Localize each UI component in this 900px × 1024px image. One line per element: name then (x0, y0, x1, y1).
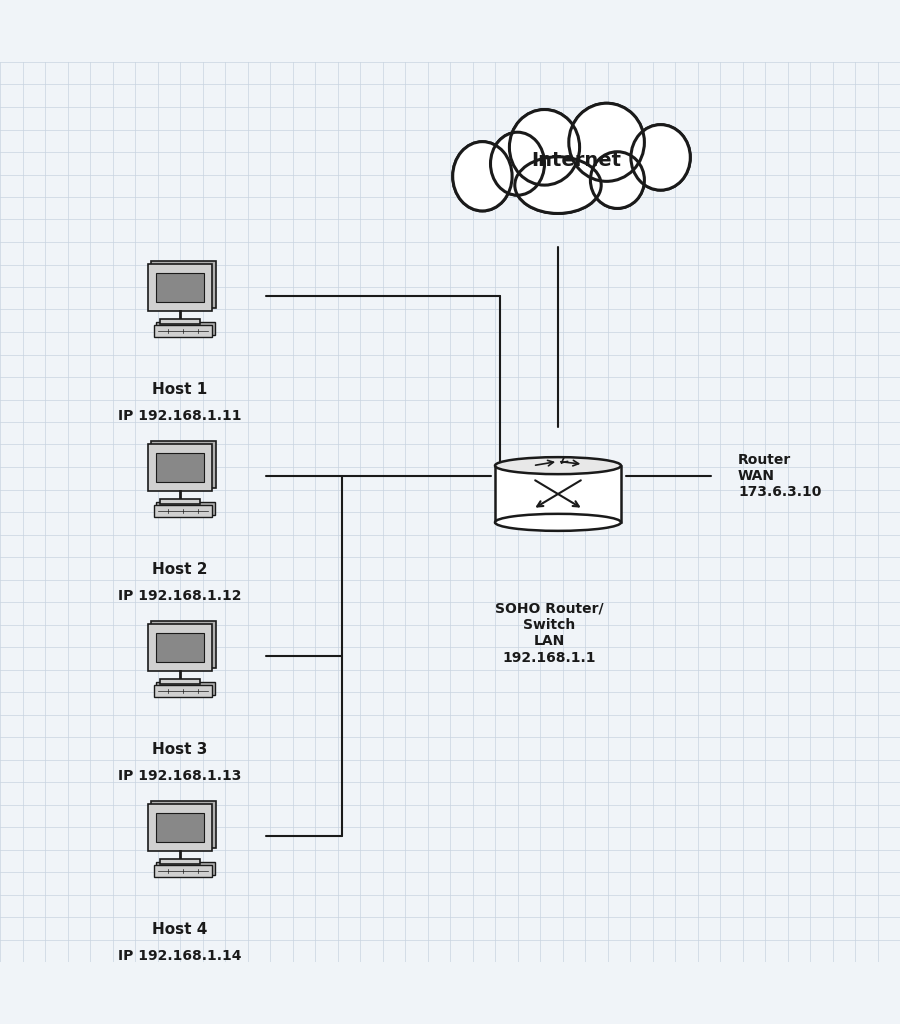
FancyBboxPatch shape (154, 505, 212, 517)
Ellipse shape (590, 152, 644, 209)
Text: Host 2: Host 2 (152, 561, 208, 577)
Ellipse shape (491, 132, 544, 196)
FancyBboxPatch shape (148, 804, 212, 851)
Ellipse shape (491, 132, 544, 196)
FancyBboxPatch shape (156, 272, 204, 302)
Ellipse shape (515, 157, 601, 213)
Ellipse shape (495, 514, 621, 530)
FancyBboxPatch shape (156, 323, 214, 335)
FancyBboxPatch shape (156, 502, 214, 515)
FancyBboxPatch shape (151, 261, 216, 307)
FancyBboxPatch shape (156, 862, 214, 876)
FancyBboxPatch shape (148, 264, 212, 311)
FancyBboxPatch shape (156, 633, 204, 662)
Ellipse shape (495, 457, 621, 474)
FancyBboxPatch shape (154, 864, 212, 878)
Ellipse shape (631, 125, 690, 190)
FancyBboxPatch shape (151, 621, 216, 668)
Text: Host 3: Host 3 (152, 741, 208, 757)
Text: Router
WAN
173.6.3.10: Router WAN 173.6.3.10 (738, 453, 822, 500)
FancyBboxPatch shape (159, 318, 201, 324)
Text: Host 4: Host 4 (152, 922, 208, 937)
Ellipse shape (590, 152, 644, 209)
FancyBboxPatch shape (148, 444, 212, 492)
Ellipse shape (515, 157, 601, 213)
FancyBboxPatch shape (151, 440, 216, 487)
Ellipse shape (453, 141, 512, 211)
Text: IP 192.168.1.13: IP 192.168.1.13 (118, 768, 242, 782)
FancyBboxPatch shape (495, 466, 621, 522)
Text: Internet: Internet (531, 152, 621, 171)
Ellipse shape (631, 125, 690, 190)
Ellipse shape (453, 141, 512, 211)
Ellipse shape (509, 110, 580, 185)
FancyBboxPatch shape (148, 625, 212, 671)
Ellipse shape (509, 110, 580, 185)
Text: IP 192.168.1.14: IP 192.168.1.14 (118, 948, 242, 963)
FancyBboxPatch shape (156, 682, 214, 695)
FancyBboxPatch shape (159, 499, 201, 504)
FancyBboxPatch shape (159, 679, 201, 684)
Text: Host 1: Host 1 (152, 382, 208, 396)
FancyBboxPatch shape (159, 859, 201, 864)
Text: IP 192.168.1.11: IP 192.168.1.11 (118, 409, 242, 423)
Text: SOHO Router/
Switch
LAN
192.168.1.1: SOHO Router/ Switch LAN 192.168.1.1 (495, 602, 603, 665)
FancyBboxPatch shape (156, 453, 204, 481)
Ellipse shape (569, 103, 644, 181)
FancyBboxPatch shape (151, 801, 216, 848)
FancyBboxPatch shape (156, 813, 204, 842)
FancyBboxPatch shape (154, 684, 212, 697)
FancyBboxPatch shape (154, 325, 212, 337)
Ellipse shape (569, 103, 644, 181)
Text: IP 192.168.1.12: IP 192.168.1.12 (118, 589, 242, 602)
